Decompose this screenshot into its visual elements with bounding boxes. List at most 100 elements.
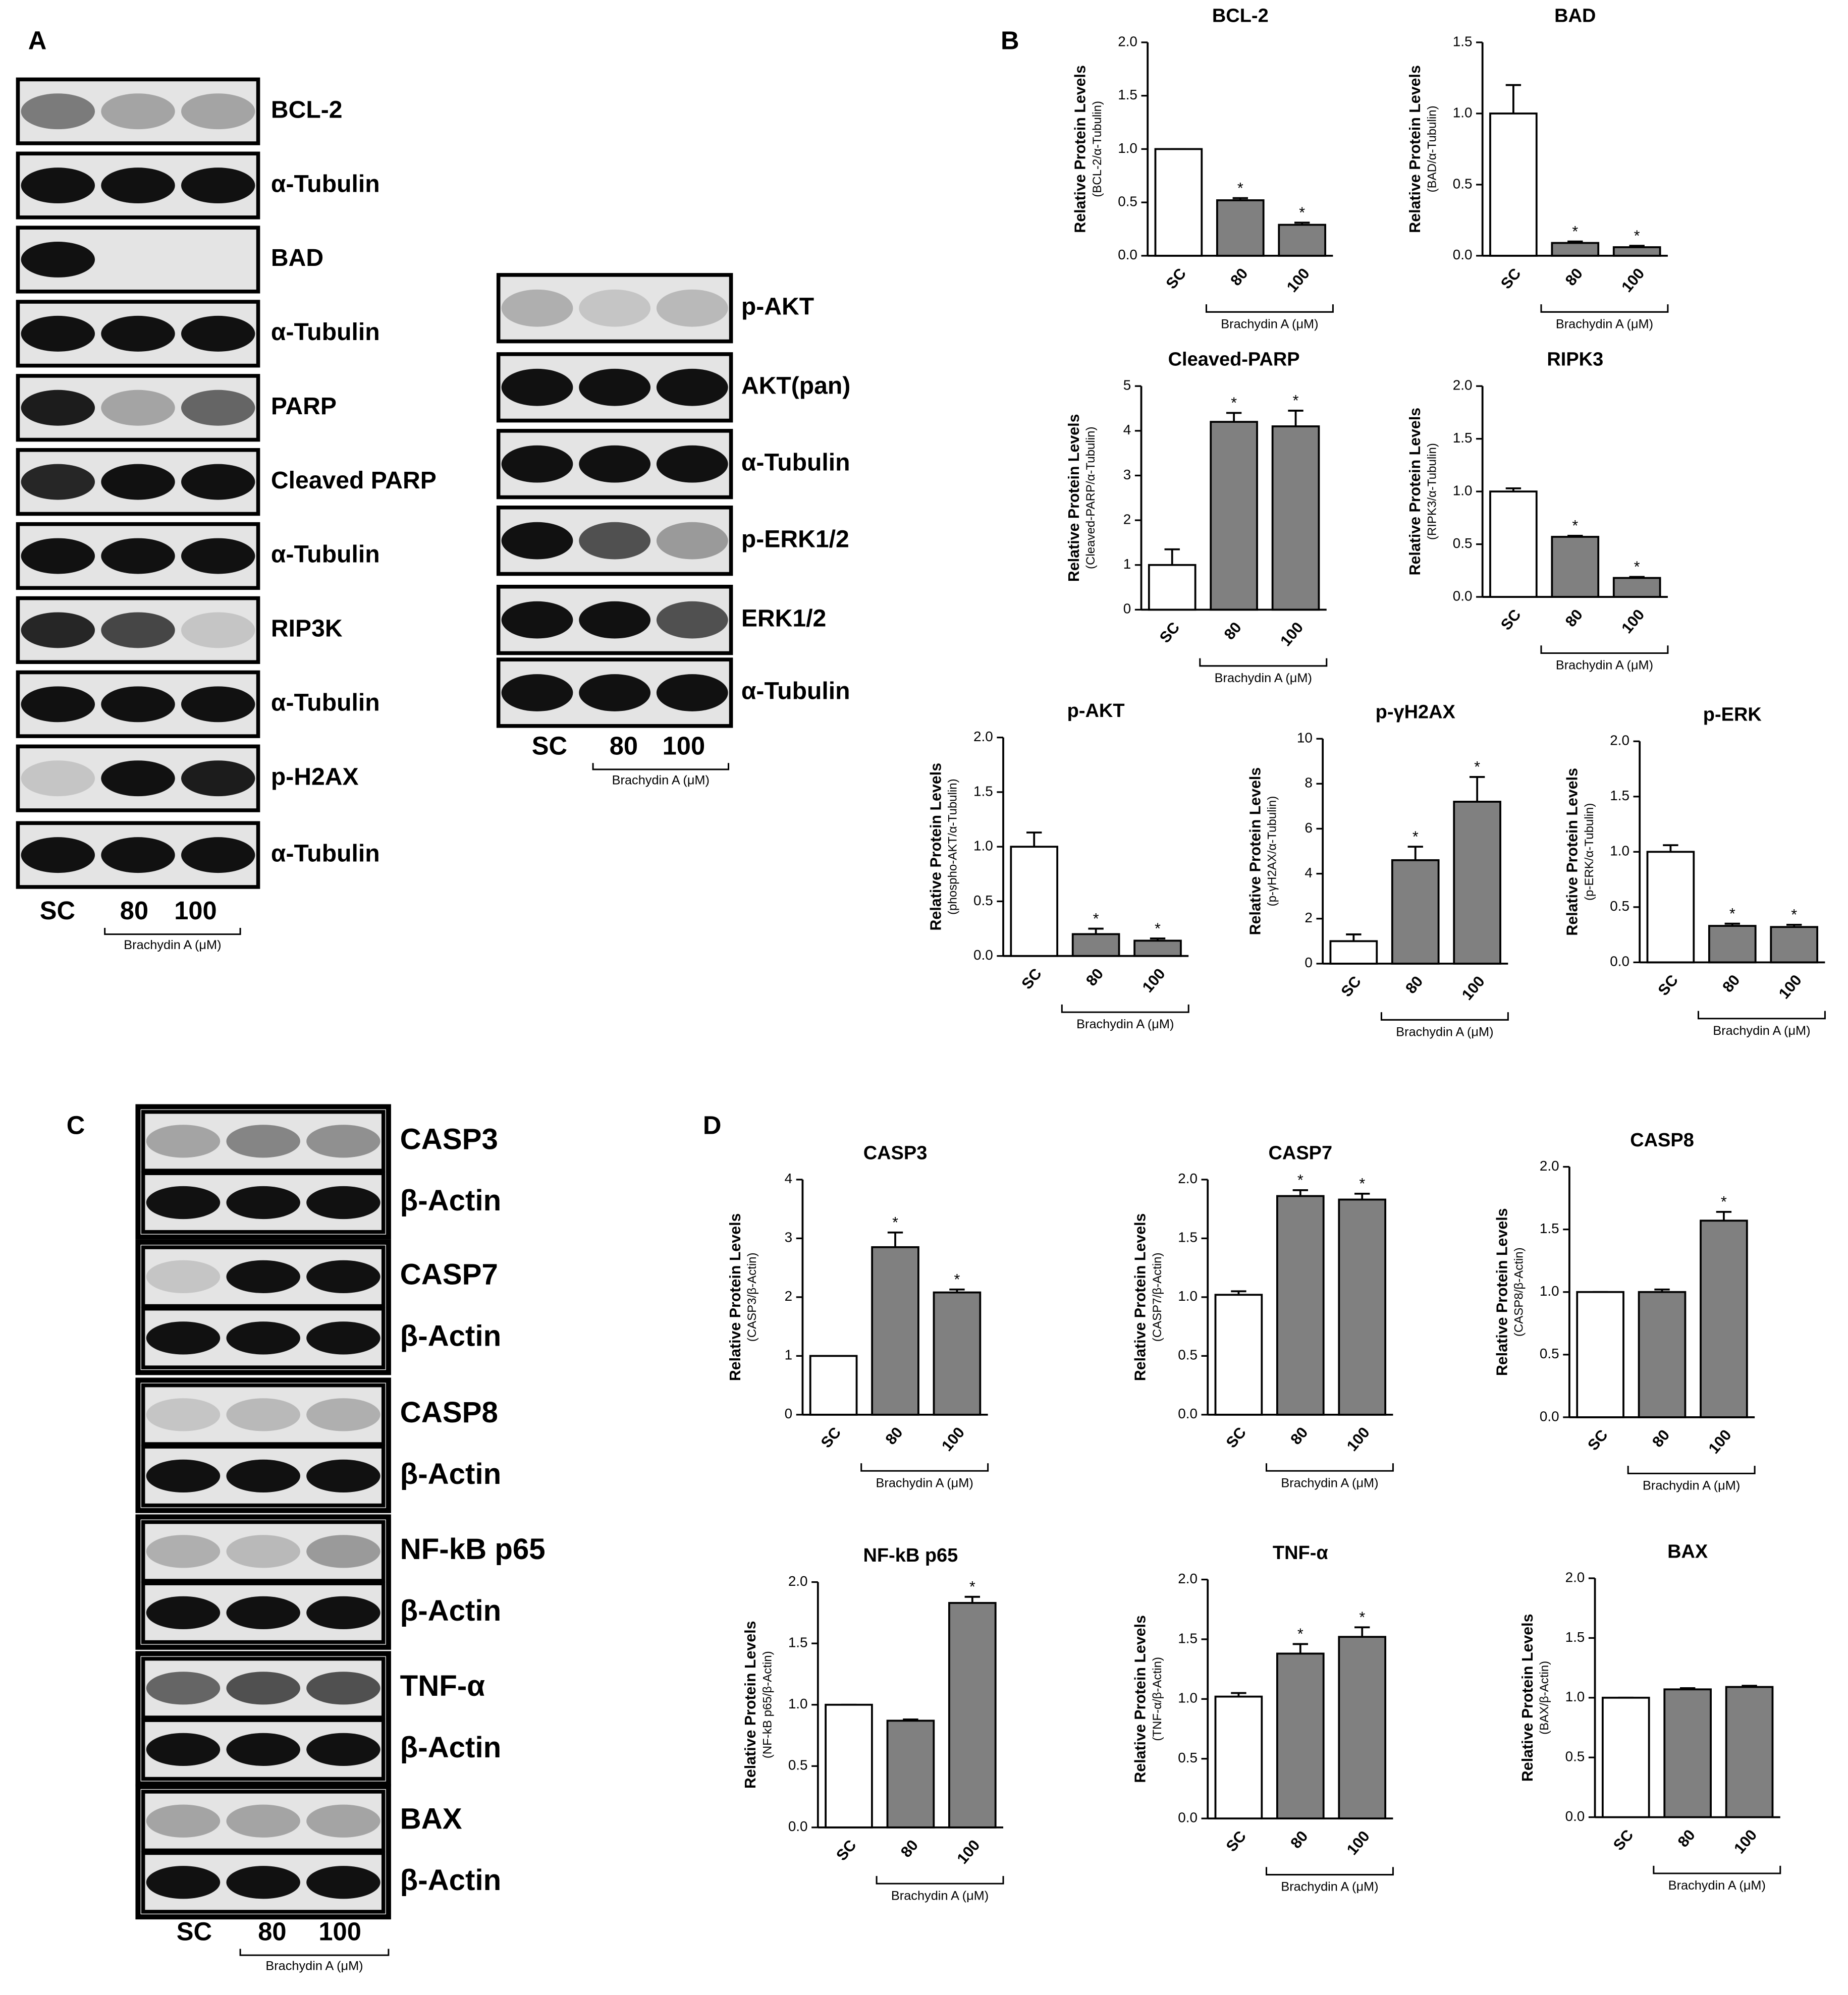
blot-band bbox=[226, 1804, 300, 1838]
significance-mark: * bbox=[892, 1214, 898, 1231]
panel-letter: C bbox=[67, 1111, 85, 1139]
bracket bbox=[592, 763, 730, 770]
blot-band bbox=[181, 760, 255, 797]
y-tick-label: 2.0 bbox=[1178, 1171, 1198, 1186]
group-label: Brachydin A (μM) bbox=[1281, 1476, 1378, 1490]
y-axis-label: Relative Protein Levels bbox=[1132, 1615, 1149, 1783]
blot-band bbox=[146, 1596, 221, 1630]
bar bbox=[1489, 490, 1538, 598]
blot-band bbox=[101, 464, 175, 500]
bar bbox=[1725, 1686, 1774, 1818]
group-label: Brachydin A (μM) bbox=[1556, 658, 1653, 673]
significance-mark: * bbox=[1791, 906, 1797, 923]
bracket bbox=[876, 1876, 1004, 1885]
group-label: Brachydin A (μM) bbox=[1221, 317, 1318, 331]
x-tick-label: 100 bbox=[1618, 606, 1648, 637]
blot-band bbox=[146, 1260, 221, 1293]
blot-band bbox=[21, 464, 95, 500]
blot-band bbox=[656, 601, 728, 639]
y-tick-label: 1.5 bbox=[1565, 1629, 1585, 1645]
blot-label: β-Actin bbox=[400, 1594, 502, 1627]
y-axis-label: Relative Protein Levels bbox=[1406, 65, 1424, 233]
blot-band bbox=[306, 1866, 381, 1899]
blot-band bbox=[226, 1535, 300, 1568]
blot-label: α-Tubulin bbox=[271, 541, 380, 568]
bar bbox=[1551, 242, 1600, 257]
bracket bbox=[239, 1949, 390, 1956]
bracket bbox=[1540, 304, 1669, 313]
y-tick-label: 0.5 bbox=[1453, 176, 1473, 191]
group-label: Brachydin A (μM) bbox=[891, 1889, 989, 1903]
significance-mark: * bbox=[1093, 910, 1099, 927]
blot-band bbox=[181, 464, 255, 500]
blot-band bbox=[501, 674, 573, 711]
y-axis-sublabel: (CASP8/β-Actin) bbox=[1512, 1247, 1526, 1337]
x-tick-label: 100 bbox=[1775, 972, 1805, 1003]
blot-label: p-AKT bbox=[741, 293, 814, 320]
blot-band bbox=[306, 1733, 381, 1766]
blot-band bbox=[656, 522, 728, 560]
y-tick-label: 0.0 bbox=[1453, 588, 1473, 603]
blot-band bbox=[101, 168, 175, 204]
y-tick-label: 1 bbox=[1123, 556, 1131, 572]
blot-label: RIP3K bbox=[271, 615, 343, 642]
blot-band bbox=[101, 538, 175, 574]
blot-band bbox=[306, 1186, 381, 1220]
y-tick-label: 10 bbox=[1297, 730, 1313, 746]
panel-letter: A bbox=[28, 26, 47, 54]
y-axis-label: Relative Protein Levels bbox=[1132, 1213, 1149, 1381]
blot-band bbox=[146, 1804, 221, 1838]
significance-mark: * bbox=[954, 1271, 960, 1288]
bar bbox=[1612, 246, 1661, 257]
blot-label: BAX bbox=[400, 1803, 462, 1836]
significance-mark: * bbox=[1297, 1626, 1303, 1643]
chart-title: p-ERK bbox=[1703, 704, 1762, 726]
bracket bbox=[1627, 1466, 1756, 1474]
blot-band bbox=[226, 1459, 300, 1493]
blot-label: NF-kB p65 bbox=[400, 1533, 546, 1566]
y-tick-label: 4 bbox=[785, 1171, 793, 1186]
blot-band bbox=[101, 760, 175, 797]
blot-band bbox=[146, 1459, 221, 1493]
y-tick-label: 1.5 bbox=[1453, 33, 1473, 49]
bracket bbox=[1265, 1463, 1394, 1472]
significance-mark: * bbox=[1237, 180, 1243, 197]
bar bbox=[886, 1720, 935, 1828]
y-axis-sublabel: (CASP3/β-Actin) bbox=[745, 1252, 759, 1342]
group-label: Brachydin A (μM) bbox=[1556, 317, 1653, 331]
chart-title: BCL-2 bbox=[1212, 5, 1269, 26]
y-tick-label: 2 bbox=[1305, 910, 1313, 925]
blot-band bbox=[501, 522, 573, 560]
bar bbox=[1271, 425, 1320, 611]
y-tick-label: 8 bbox=[1305, 775, 1313, 791]
blot-band bbox=[226, 1733, 300, 1766]
y-axis-sublabel: (NF-kB p65/β-Actin) bbox=[760, 1651, 774, 1758]
bar bbox=[1601, 1696, 1650, 1818]
blot-band bbox=[656, 674, 728, 711]
blot-band bbox=[501, 601, 573, 639]
y-tick-label: 4 bbox=[1123, 422, 1131, 437]
y-tick-label: 1.5 bbox=[788, 1635, 808, 1650]
bar bbox=[825, 1703, 873, 1828]
y-tick-label: 0.5 bbox=[1453, 535, 1473, 551]
blot-band bbox=[146, 1321, 221, 1355]
blot-band bbox=[226, 1866, 300, 1899]
significance-mark: * bbox=[1412, 828, 1419, 845]
blot bbox=[141, 1383, 386, 1446]
treatment-label: Brachydin A (μM) bbox=[124, 938, 221, 952]
lane-label: 80 bbox=[610, 731, 638, 760]
blot-label: p-ERK1/2 bbox=[741, 525, 849, 552]
y-axis-label: Relative Protein Levels bbox=[1519, 1614, 1536, 1782]
blot-band bbox=[181, 612, 255, 648]
y-axis-sublabel: (Cleaved-PARP/α-Tubulin) bbox=[1084, 427, 1098, 570]
x-tick-label: SC bbox=[1585, 1426, 1611, 1454]
bar bbox=[1489, 113, 1538, 257]
y-tick-label: 0.5 bbox=[973, 893, 993, 908]
bar bbox=[1154, 148, 1203, 257]
blot-band bbox=[579, 522, 651, 560]
group-label: Brachydin A (μM) bbox=[1668, 1878, 1766, 1893]
y-axis-label: Relative Protein Levels bbox=[1406, 408, 1424, 576]
y-tick-label: 1.5 bbox=[1453, 430, 1473, 446]
y-tick-label: 1.5 bbox=[1610, 788, 1629, 803]
